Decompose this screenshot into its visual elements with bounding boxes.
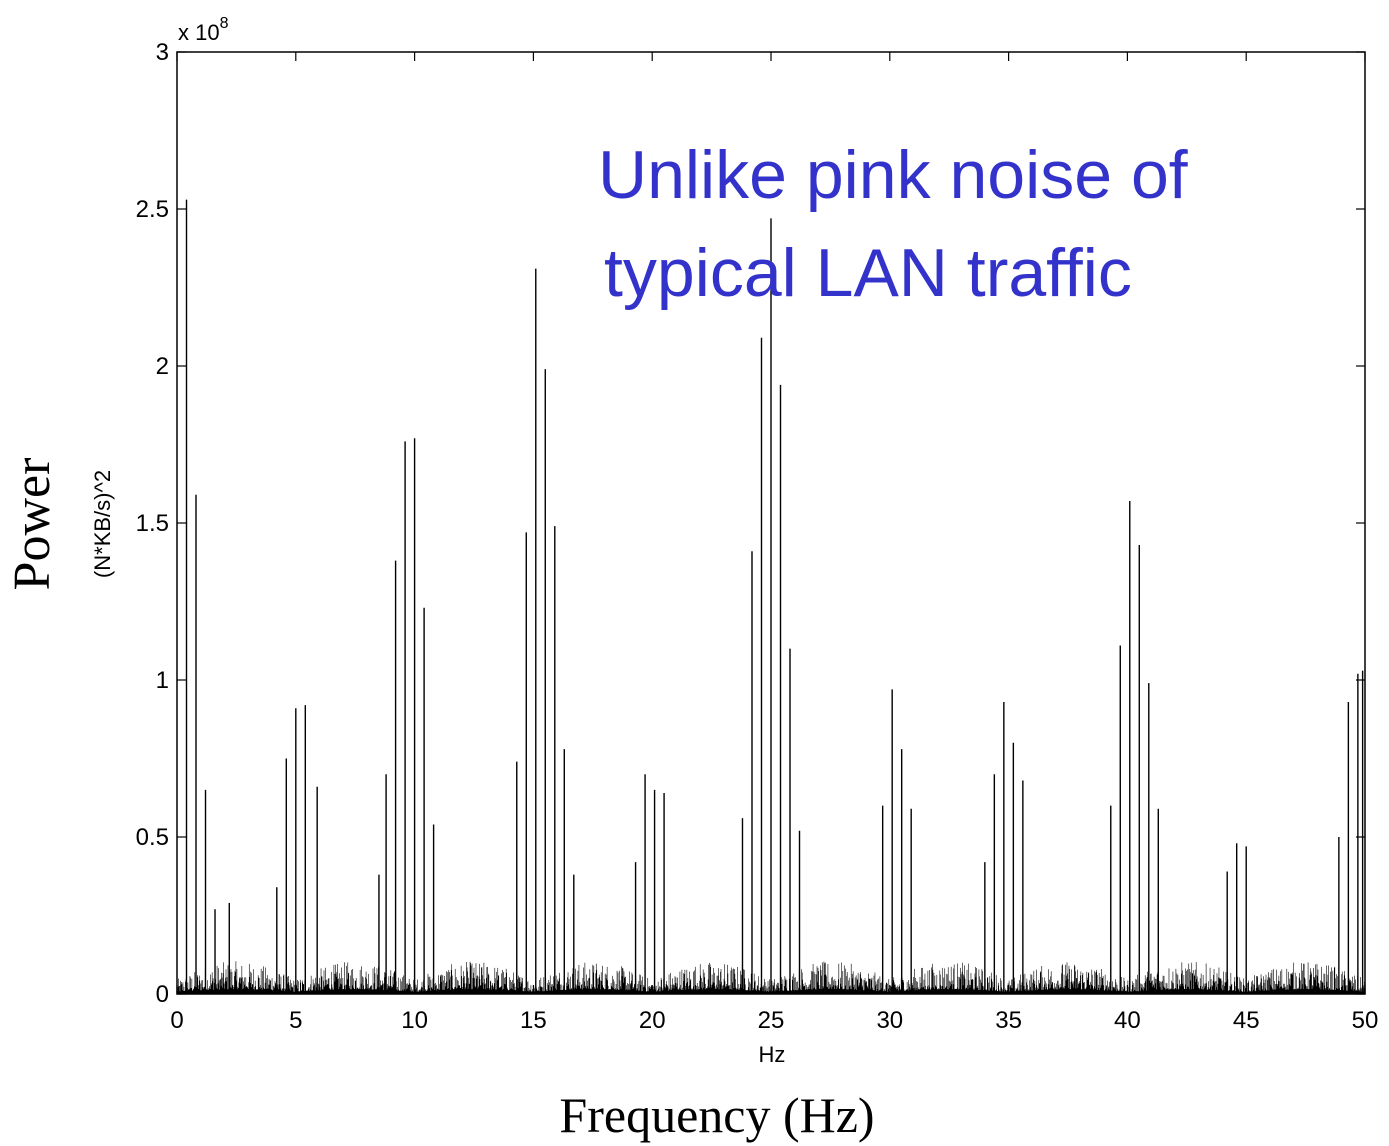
y-tick-label: 2.5 — [136, 196, 169, 223]
x-tick-label: 40 — [1114, 1007, 1141, 1034]
y-exponent-base: x 10 — [178, 20, 220, 45]
x-tick-label: 20 — [639, 1007, 666, 1034]
x-tick-label: 15 — [520, 1007, 547, 1034]
x-tick-label: 10 — [401, 1007, 428, 1034]
y-tick-labels: 0 0.5 1 1.5 2 2.5 3 — [136, 39, 169, 1008]
y-tick-label: 0.5 — [136, 824, 169, 851]
x-tick-label: 35 — [995, 1007, 1022, 1034]
x-tick-label: 0 — [170, 1007, 183, 1034]
x-tick-label: 25 — [758, 1007, 785, 1034]
spectral-peaks — [185, 199, 1364, 994]
annotation-line-1: Unlike pink noise of — [598, 137, 1188, 213]
y-axis-title: Power — [4, 458, 61, 591]
y-axis-units-label: (N*KB/s)^2 — [90, 470, 115, 578]
x-tick-labels: 0 5 10 15 20 25 30 35 40 45 50 — [170, 1007, 1378, 1034]
x-tick-label: 50 — [1352, 1007, 1379, 1034]
y-tick-label: 2 — [156, 353, 169, 380]
x-axis-units-label: Hz — [759, 1042, 786, 1067]
y-exponent-power: 8 — [220, 15, 229, 32]
annotation-line-2: typical LAN traffic — [604, 235, 1132, 311]
y-tick-label: 3 — [156, 39, 169, 66]
y-tick-label: 1.5 — [136, 510, 169, 537]
x-tick-label: 30 — [876, 1007, 903, 1034]
x-axis-title: Frequency (Hz) — [559, 1087, 874, 1143]
x-tick-label: 45 — [1233, 1007, 1260, 1034]
x-tick-label: 5 — [289, 1007, 302, 1034]
axis-ticks — [176, 51, 1366, 995]
annotation: Unlike pink noise of typical LAN traffic — [598, 137, 1188, 311]
y-tick-label: 1 — [156, 667, 169, 694]
y-exponent-label: x 108 — [178, 15, 229, 45]
y-tick-label: 0 — [156, 981, 169, 1008]
